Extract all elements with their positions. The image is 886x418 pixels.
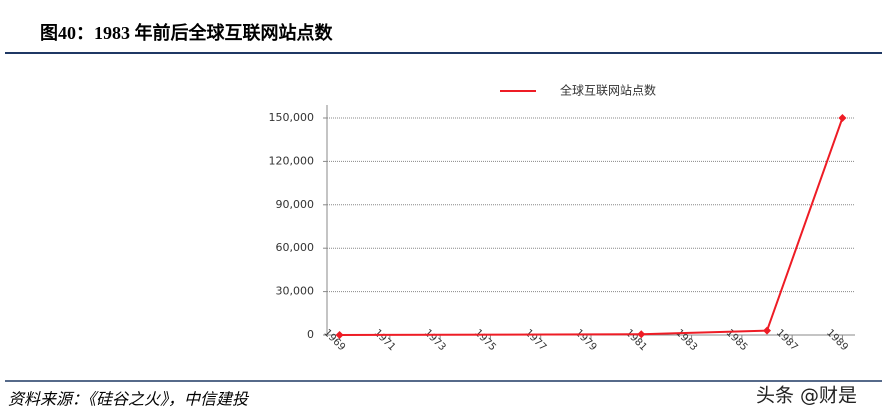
y-tick-label: 0 xyxy=(307,328,314,341)
y-tick-label: 120,000 xyxy=(269,154,315,167)
x-tick-label: 1973 xyxy=(422,327,448,353)
x-tick-label: 1981 xyxy=(623,327,649,353)
figure-title: 图40：1983 年前后全球互联网站点数 xyxy=(40,22,333,43)
source-note: 资料来源：《硅谷之火》，中信建投 xyxy=(8,390,250,409)
x-tick-label: 1989 xyxy=(824,327,850,353)
legend-label: 全球互联网站点数 xyxy=(560,83,656,98)
chart: 0 30,000 60,000 90,000 120,000 150,000 1969 197… xyxy=(269,83,855,353)
x-tick-label: 1975 xyxy=(472,327,498,353)
watermark: 头条 @财是 xyxy=(756,385,857,407)
y-tick-label: 30,000 xyxy=(276,285,315,298)
data-marker xyxy=(763,326,771,335)
data-marker xyxy=(335,331,344,339)
x-tick-label: 1987 xyxy=(774,327,800,353)
x-tick-label: 1969 xyxy=(321,327,347,353)
data-marker xyxy=(637,330,646,339)
x-tick-label: 1971 xyxy=(372,327,398,353)
x-tick-label: 1977 xyxy=(522,327,548,353)
x-tick-label: 1979 xyxy=(573,327,599,353)
y-tick-label: 60,000 xyxy=(276,241,315,254)
y-tick-label: 90,000 xyxy=(276,198,315,211)
data-marker xyxy=(838,114,847,122)
y-tick-label: 150,000 xyxy=(269,111,315,124)
x-tick-label: 1983 xyxy=(673,327,699,353)
series-line xyxy=(339,117,844,336)
